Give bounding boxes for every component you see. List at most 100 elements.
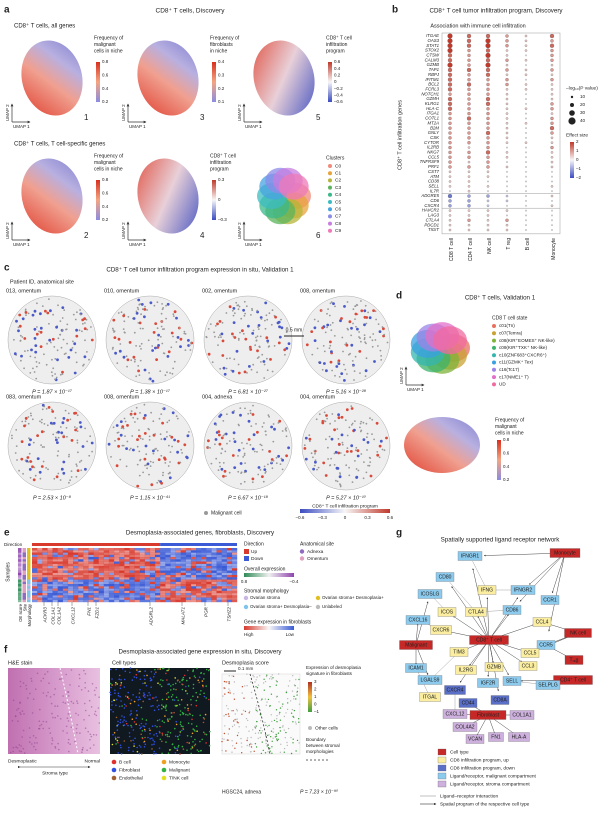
heat-cell — [175, 588, 181, 591]
cell-dot — [154, 433, 157, 435]
colorbar-tick: 0.3 — [218, 177, 225, 182]
heat-cell — [180, 550, 186, 553]
node-label: ITGAL — [423, 695, 438, 701]
heat-cell — [165, 581, 171, 585]
colorbar-tick: 0.2 — [102, 99, 109, 104]
heat-cell — [160, 581, 166, 585]
colorbar-tick: –1 — [576, 166, 582, 171]
cell-dot — [150, 411, 153, 414]
heat-cell — [37, 586, 43, 589]
he-texture — [79, 732, 81, 734]
cell-dot — [246, 739, 248, 742]
cell-dot — [168, 735, 170, 738]
cell-dot — [219, 367, 222, 370]
he-texture — [31, 712, 34, 714]
cell-dot — [239, 413, 242, 417]
cell-dot — [256, 720, 258, 723]
node — [469, 635, 509, 645]
cell-dot — [172, 315, 175, 317]
heat-cell — [32, 595, 38, 598]
cell-dot — [209, 447, 212, 449]
cell-dot — [81, 330, 83, 333]
cell-dot — [379, 349, 382, 352]
cell-dot — [355, 476, 358, 479]
cell-dot — [248, 712, 250, 714]
dot — [467, 121, 471, 125]
dot — [505, 151, 509, 154]
cell-dot — [66, 418, 69, 422]
cell-dot — [122, 314, 126, 318]
cell-dot — [250, 425, 253, 427]
colorbar-tick: 0.3 — [218, 73, 225, 78]
dot — [505, 141, 509, 144]
cell-dot — [122, 355, 126, 359]
cell-dot — [129, 671, 131, 674]
heat-cell — [190, 548, 197, 551]
heat-cell — [180, 593, 186, 596]
cell-dot — [357, 469, 360, 472]
he-texture — [28, 741, 31, 743]
dot — [506, 161, 508, 163]
heat-cell — [93, 572, 99, 576]
cell-dot — [259, 335, 262, 338]
cell-dot — [229, 690, 231, 692]
cell-dot — [150, 686, 152, 688]
cell-dot — [172, 699, 174, 701]
cell-dot — [34, 344, 38, 347]
gene-label: TAP1 — [429, 67, 440, 72]
heat-cell — [62, 584, 69, 587]
cell-dot — [138, 374, 141, 376]
colorbar-tick: High — [244, 632, 254, 637]
cell-dot — [73, 371, 77, 375]
colorbar-tick: 1 — [314, 694, 317, 699]
heat-cell — [175, 561, 181, 564]
cell-dot — [29, 372, 32, 374]
cell-dot — [49, 309, 52, 313]
cell-dot — [156, 719, 159, 722]
cell-dot — [129, 714, 131, 716]
cell-dot — [76, 430, 79, 432]
cell-dot — [149, 732, 151, 735]
cell-dot — [237, 337, 240, 340]
legend-title: malignant — [495, 424, 517, 430]
heat-cell — [139, 590, 145, 594]
cell-dot — [199, 740, 201, 743]
cell-dot — [169, 732, 172, 734]
heat-cell — [180, 561, 186, 564]
cell-dot — [196, 749, 199, 751]
cell-dot — [179, 337, 183, 341]
cell-dot — [216, 322, 219, 326]
dot — [448, 209, 452, 212]
cell-dot — [77, 451, 79, 454]
heat-cell — [103, 595, 110, 598]
cell-dot — [244, 312, 247, 315]
cell-dot — [341, 443, 344, 446]
heat-cell — [211, 570, 217, 573]
cell-dot — [218, 320, 222, 323]
cell-dot — [237, 371, 241, 375]
cell-dot — [270, 425, 273, 429]
cell-dot — [222, 695, 224, 697]
annot-cell — [18, 563, 22, 567]
cell-dot — [356, 449, 360, 453]
cell-dot — [158, 718, 161, 721]
he-texture — [69, 684, 71, 686]
cell-dot — [225, 475, 227, 478]
cell-dot — [136, 445, 139, 448]
cell-dot — [148, 692, 150, 694]
cell-dot — [135, 717, 137, 719]
heat-cell — [134, 557, 140, 560]
node-label: SELPLG — [538, 683, 558, 689]
heat-cell — [201, 579, 207, 582]
cell-dot — [374, 310, 377, 313]
cell-dot — [192, 741, 194, 743]
dot — [525, 170, 527, 173]
dot — [486, 107, 490, 111]
heat-cell — [32, 597, 38, 600]
cell-dot — [290, 712, 293, 714]
cell-dot — [139, 327, 142, 330]
cell-dot — [323, 350, 326, 353]
cell-dot — [65, 427, 68, 429]
cell-dot — [114, 689, 116, 692]
cell-dot — [240, 742, 243, 744]
